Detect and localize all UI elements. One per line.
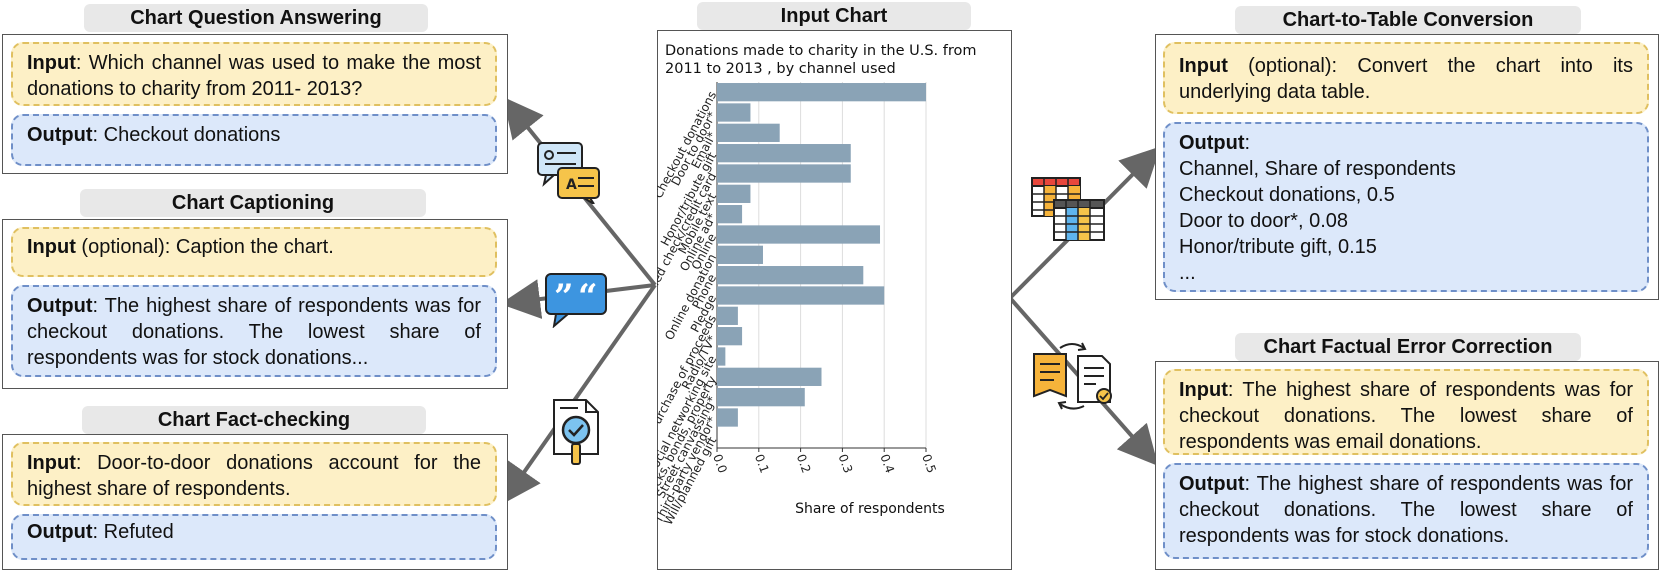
- bar: [717, 164, 851, 183]
- svg-text:”: ”: [554, 277, 574, 317]
- bar: [717, 144, 851, 163]
- bar: [717, 347, 726, 366]
- c2t-output-line: Door to door*, 0.08: [1179, 210, 1348, 232]
- magnifier-document-icon: [553, 399, 599, 465]
- bar: [717, 205, 743, 224]
- svg-text:A: A: [566, 177, 577, 193]
- captioning-output: Output: The highest share of respondents…: [11, 285, 497, 377]
- bar: [717, 245, 763, 264]
- fec-input: Input: The highest share of respondents …: [1163, 369, 1649, 455]
- x-tick-label: 0.2: [794, 452, 814, 475]
- bar: [717, 184, 751, 203]
- x-tick-label: 0.1: [752, 452, 772, 475]
- captioning-title: Chart Captioning: [80, 189, 426, 217]
- bar: [717, 286, 885, 305]
- bar: [717, 327, 743, 346]
- fec-output: Output: The highest share of respondents…: [1163, 463, 1649, 559]
- c2t-title: Chart-to-Table Conversion: [1235, 6, 1581, 34]
- document-convert-icon: [1033, 342, 1112, 410]
- bar: [717, 83, 926, 102]
- quote-bubble-icon: ” “: [545, 273, 607, 328]
- bar: [717, 266, 864, 285]
- qa-chat-icon: A: [537, 142, 600, 204]
- x-tick-label: 0.4: [877, 452, 897, 475]
- bar: [717, 388, 805, 407]
- x-axis-label: Share of respondents: [795, 501, 945, 517]
- spreadsheet-icon: [1031, 177, 1105, 241]
- chart-title-line-2: 2011 to 2013 , by channel used: [665, 61, 896, 77]
- bar: [717, 225, 881, 244]
- captioning-input: Input (optional): Caption the chart.: [11, 227, 497, 277]
- c2t-output-line: Channel, Share of respondents: [1179, 158, 1456, 180]
- factcheck-output: Output: Refuted: [11, 514, 497, 560]
- x-tick-label: 0.5: [919, 452, 939, 475]
- x-tick-label: 0.3: [836, 452, 856, 475]
- c2t-input: Input (optional): Convert the chart into…: [1163, 42, 1649, 114]
- chart-title-line-1: Donations made to charity in the U.S. fr…: [665, 43, 977, 59]
- c2t-output: Output: Channel, Share of respondents Ch…: [1163, 122, 1649, 292]
- bar: [717, 367, 822, 386]
- fec-title: Chart Factual Error Correction: [1235, 333, 1581, 361]
- factcheck-input: Input: Door-to-door donations account fo…: [11, 442, 497, 506]
- cqa-output: Output: Checkout donations: [11, 114, 497, 166]
- cqa-input: Input: Which channel was used to make th…: [11, 42, 497, 106]
- bar: [717, 123, 780, 142]
- factcheck-title: Chart Fact-checking: [82, 406, 426, 434]
- bar-chart: Donations made to charity in the U.S. fr…: [657, 43, 977, 527]
- bar: [717, 306, 738, 325]
- cqa-title: Chart Question Answering: [84, 4, 428, 32]
- arrow-to-factcheck: [501, 283, 657, 505]
- c2t-output-line: Honor/tribute gift, 0.15: [1179, 236, 1377, 258]
- x-tick-label: 0.0: [710, 452, 730, 475]
- svg-text:“: “: [578, 277, 598, 317]
- c2t-output-line: Checkout donations, 0.5: [1179, 184, 1395, 206]
- bar: [717, 103, 751, 122]
- bar: [717, 408, 738, 427]
- c2t-output-line: ...: [1179, 262, 1196, 284]
- chart-panel-title: Input Chart: [697, 2, 971, 30]
